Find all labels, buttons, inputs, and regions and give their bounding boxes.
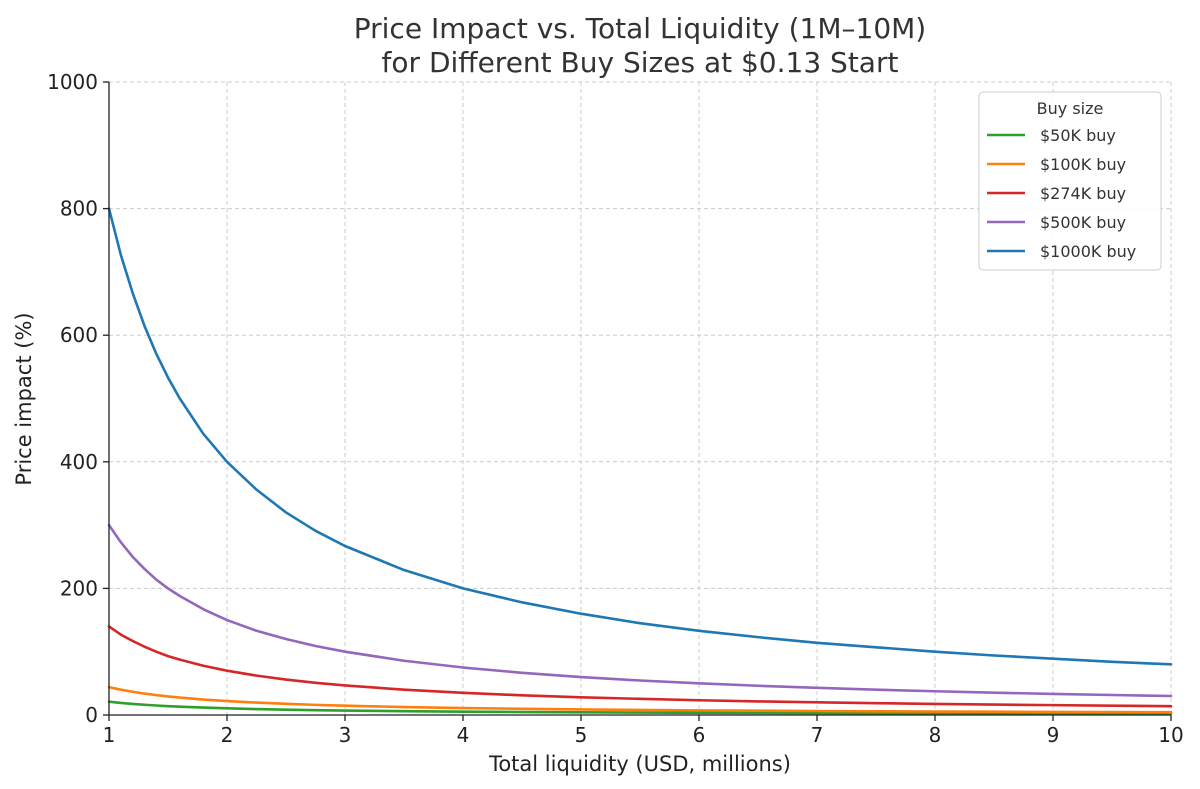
- series-line-50k-buy: [107, 700, 1173, 715]
- x-tick-label: 3: [339, 723, 352, 747]
- x-tick-label: 7: [811, 723, 824, 747]
- chart-title: Price Impact vs. Total Liquidity (1M–10M…: [354, 12, 926, 45]
- series-lines: [107, 207, 1173, 715]
- legend-label-500k-buy: $500K buy: [1040, 213, 1126, 232]
- x-tick-label: 9: [1047, 723, 1060, 747]
- legend: Buy size $50K buy $100K buy $274K buy $500K…: [978, 91, 1162, 271]
- legend-label-100k-buy: $100K buy: [1040, 155, 1126, 174]
- series-line-100k-buy: [107, 685, 1173, 714]
- y-tick-label: 800: [60, 197, 98, 221]
- tick-labels: 1 2 3 4 5 6 7 8 9 10 0 200 400 600 800 1000: [47, 70, 1184, 747]
- y-tick-label: 600: [60, 323, 98, 347]
- x-tick-label: 5: [575, 723, 588, 747]
- y-tick-label: 400: [60, 450, 98, 474]
- y-axis-label: Price impact (%): [12, 312, 36, 485]
- y-tick-label: 200: [60, 576, 98, 600]
- x-tick-label: 8: [929, 723, 942, 747]
- x-axis-label: Total liquidity (USD, millions): [488, 752, 791, 776]
- legend-box: [978, 91, 1162, 271]
- series-line-500k-buy: [107, 523, 1173, 698]
- y-tick-label: 0: [85, 703, 98, 727]
- legend-label-274k-buy: $274K buy: [1040, 184, 1126, 203]
- legend-label-50k-buy: $50K buy: [1040, 126, 1116, 145]
- series-line-1000k-buy: [107, 207, 1173, 666]
- x-tick-label: 2: [221, 723, 234, 747]
- chart-subtitle: for Different Buy Sizes at $0.13 Start: [382, 46, 899, 79]
- legend-title: Buy size: [1037, 99, 1104, 118]
- y-tick-label: 1000: [47, 70, 98, 94]
- x-tick-label: 1: [103, 723, 116, 747]
- x-tick-label: 6: [693, 723, 706, 747]
- axes: [103, 81, 1172, 721]
- x-tick-label: 4: [457, 723, 470, 747]
- x-tick-label: 10: [1158, 723, 1183, 747]
- legend-label-1000k-buy: $1000K buy: [1040, 242, 1136, 261]
- series-line-274k-buy: [107, 625, 1173, 708]
